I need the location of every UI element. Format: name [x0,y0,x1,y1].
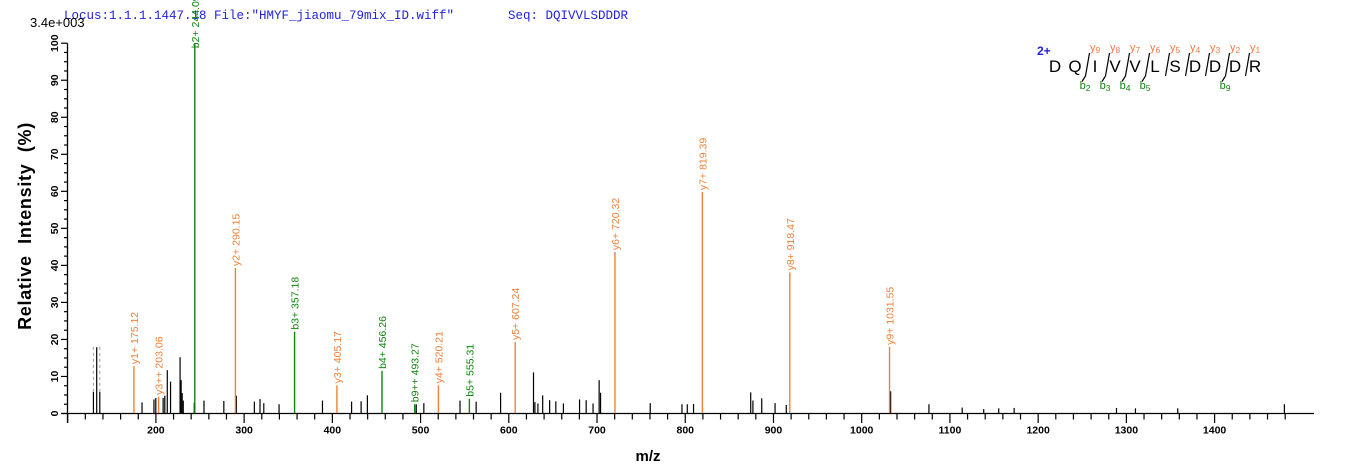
y-tick-label: 90 [49,74,61,86]
y-tick-label: 30 [49,296,61,308]
x-axis-title: m/z [635,448,660,465]
cleavage-line [1144,52,1151,77]
y-ion-diagram-label: y2 [1230,42,1241,55]
y-ion-diagram-label: y4 [1190,42,1201,55]
residue-letter: V [1129,57,1141,76]
y-axis-title: Relative Intensity (%) [15,122,35,330]
y-ion-diagram-label: y6 [1150,42,1161,55]
peak-label: b9++ 493.27 [410,343,422,402]
peak-label: b2+ 244.09 [190,0,202,48]
x-tick-label: 900 [765,425,783,437]
y-tick-label: 40 [49,259,61,271]
x-tick-label: 1100 [939,425,962,437]
residue-letter: D [1229,57,1241,76]
y-ion-diagram-label: y3 [1210,42,1221,55]
residue-letter: S [1169,57,1180,76]
intensity-scale-label: 3.4e+003 [30,15,85,30]
y-ion-diagram-label: y9 [1090,42,1101,55]
cleavage-hook [1081,75,1087,82]
cleavage-line [1204,52,1211,77]
header-locus-file: Locus:1.1.1.1447.18 File:"HMYF_jiaomu_79… [64,9,455,23]
peak-label: b3+ 357.18 [290,277,302,330]
residue-letter: R [1249,57,1261,76]
peak-label: y1+ 175.12 [129,312,141,364]
peak-label: y6+ 720.32 [610,198,622,250]
peak-label: y3+ 405.17 [332,331,344,383]
header-sequence: Seq: DQIVVLSDDDR [508,9,629,23]
cleavage-hook [1121,75,1127,82]
x-tick-label: 400 [324,425,342,437]
b-ion-diagram-label: b9 [1220,80,1231,93]
residue-letter: D [1189,57,1201,76]
peak-label: y7+ 819.39 [697,138,709,190]
x-tick-label: 1400 [1203,425,1227,437]
cleavage-line [1084,52,1091,77]
y-ion-diagram-label: y8 [1110,42,1121,55]
y-tick-label: 20 [49,333,61,345]
residue-letter: Q [1068,57,1081,76]
peak-label: y2+ 290.15 [230,214,242,266]
x-tick-label: 600 [500,425,518,437]
peak-label: y3++ 203.06 [154,336,166,395]
b-ion-diagram-label: b3 [1100,80,1111,93]
x-tick-label: 200 [147,425,165,437]
cleavage-line [1104,52,1111,77]
residue-letter: L [1150,57,1159,76]
peak-label: y9+ 1031.55 [885,287,897,345]
x-tick-label: 1200 [1026,425,1050,437]
x-tick-label: 800 [676,425,694,437]
peak-label: y4+ 520.21 [433,331,445,383]
b-ion-diagram-label: b2 [1080,80,1091,93]
y-tick-label: 70 [49,148,61,160]
peak-label: b5+ 555.31 [464,344,476,397]
x-tick-label: 300 [235,425,253,437]
residue-letter: I [1093,57,1098,76]
x-tick-label: 500 [412,425,430,437]
y-tick-label: 0 [49,410,61,416]
y-tick-label: 80 [49,111,61,123]
peak-label: b4+ 456.26 [377,316,389,369]
cleavage-hook [1101,75,1107,82]
residue-letter: D [1049,57,1061,76]
b-ion-diagram-label: b5 [1140,80,1151,93]
x-tick-label: 700 [588,425,606,437]
x-tick-label: 1300 [1115,425,1139,437]
y-ion-diagram-label: y1 [1250,42,1261,55]
y-ion-diagram-label: y7 [1130,42,1141,55]
b-ion-diagram-label: b4 [1120,80,1131,93]
peak-label: y8+ 918.47 [785,218,797,270]
cleavage-line [1224,52,1231,77]
charge-state-label: 2+ [1037,44,1051,58]
cleavage-hook [1141,75,1147,82]
cleavage-hook [1221,75,1227,82]
header-line: Locus:1.1.1.1447.18 File:"HMYF_jiaomu_79… [0,8,1362,26]
peak-label: y5+ 607.24 [510,288,522,340]
y-ion-diagram-label: y5 [1170,42,1181,55]
cleavage-line [1184,52,1191,77]
cleavage-line [1124,52,1131,77]
y-tick-label: 100 [49,34,61,52]
y-tick-label: 10 [49,370,61,382]
x-tick-label: 1000 [850,425,874,437]
y-tick-label: 50 [49,222,61,234]
y-tick-label: 60 [49,185,61,197]
cleavage-line [1244,52,1251,77]
residue-letter: V [1109,57,1121,76]
residue-letter: D [1209,57,1221,76]
cleavage-line [1164,52,1171,77]
